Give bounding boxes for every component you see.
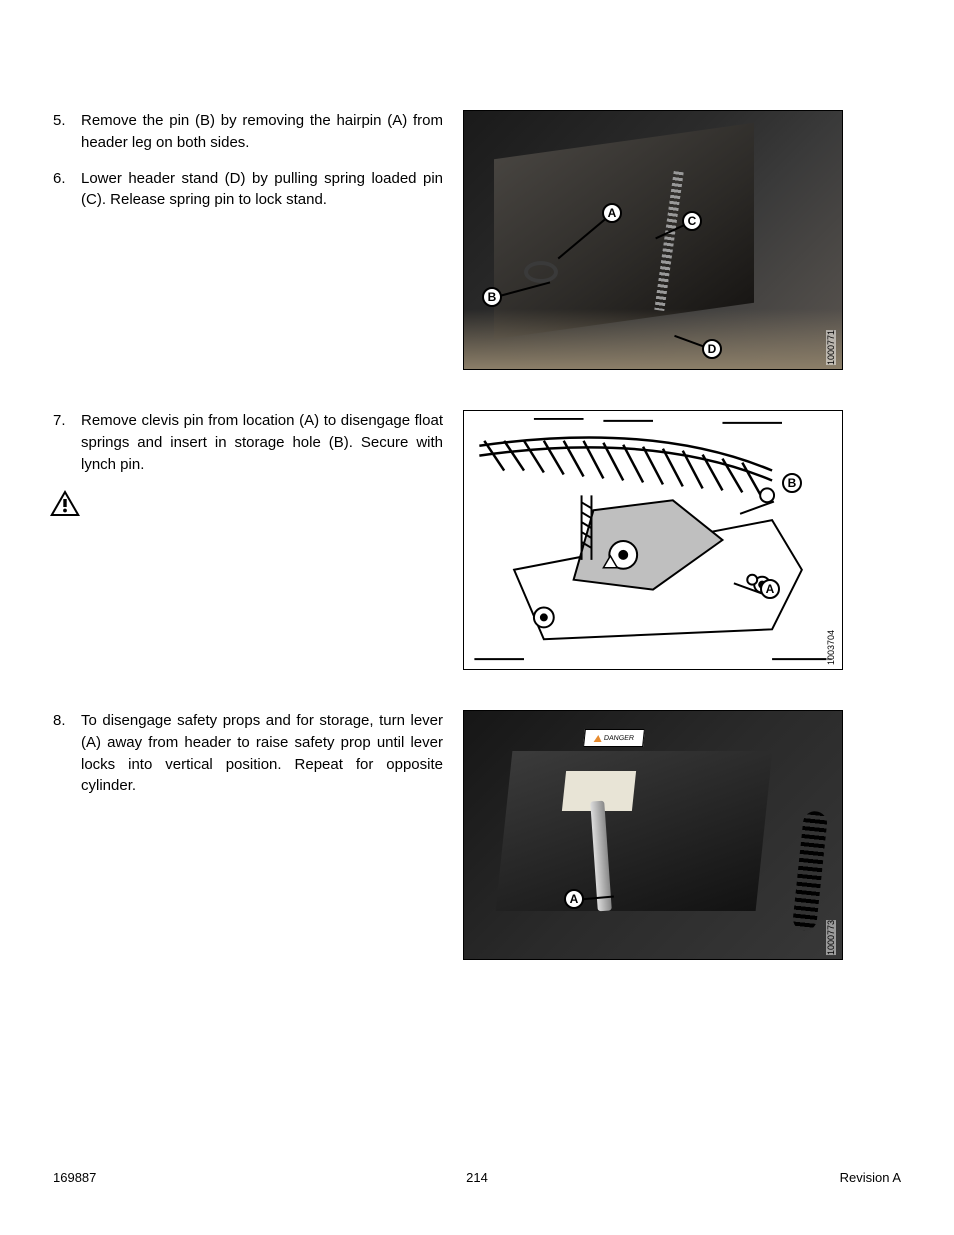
figure-2-lineart <box>464 411 842 669</box>
figure-1: A B C D 1000771 <box>463 110 843 370</box>
callout-a: A <box>564 889 584 909</box>
figure-1-ring <box>524 261 558 283</box>
page: 5. Remove the pin (B) by removing the ha… <box>0 0 954 1235</box>
figure-1-ground <box>464 309 842 369</box>
callout-a: A <box>760 579 780 599</box>
step-7: 7. Remove clevis pin from location (A) t… <box>53 410 443 475</box>
step-text: Remove clevis pin from location (A) to d… <box>81 410 443 475</box>
doc-number: 169887 <box>53 1170 96 1185</box>
revision: Revision A <box>840 1170 901 1185</box>
text-col-3: 8. To disengage safety props and for sto… <box>53 710 463 811</box>
figure-3-danger-label: DANGER <box>583 729 645 747</box>
callout-a: A <box>602 203 622 223</box>
step-text: Lower header stand (D) by pulling spring… <box>81 168 443 212</box>
text-col-2: 7. Remove clevis pin from location (A) t… <box>53 410 463 522</box>
row-2: 7. Remove clevis pin from location (A) t… <box>53 410 901 670</box>
callout-b: B <box>782 473 802 493</box>
row-3: 8. To disengage safety props and for sto… <box>53 710 901 960</box>
step-8: 8. To disengage safety props and for sto… <box>53 710 443 797</box>
page-footer: 169887 214 Revision A <box>53 1170 901 1185</box>
figure-3: DANGER A 1000773 <box>463 710 843 960</box>
callout-b: B <box>482 287 502 307</box>
danger-text: DANGER <box>604 735 635 742</box>
step-number: 7. <box>53 410 81 475</box>
step-5: 5. Remove the pin (B) by removing the ha… <box>53 110 443 154</box>
page-number: 214 <box>466 1170 488 1185</box>
callout-c: C <box>682 211 702 231</box>
step-text: Remove the pin (B) by removing the hairp… <box>81 110 443 154</box>
figure-2: B A 1003704 <box>463 410 843 670</box>
callout-d: D <box>702 339 722 359</box>
figure-1-panel <box>494 123 754 340</box>
figure-3-number: 1000773 <box>826 920 836 955</box>
step-text: To disengage safety props and for storag… <box>81 710 443 797</box>
step-6: 6. Lower header stand (D) by pulling spr… <box>53 168 443 212</box>
step-number: 6. <box>53 168 81 212</box>
figure-1-number: 1000771 <box>826 330 836 365</box>
figure-2-number: 1003704 <box>826 630 836 665</box>
row-1: 5. Remove the pin (B) by removing the ha… <box>53 110 901 370</box>
step-number: 8. <box>53 710 81 797</box>
warning-icon <box>49 489 443 522</box>
text-col-1: 5. Remove the pin (B) by removing the ha… <box>53 110 463 225</box>
step-number: 5. <box>53 110 81 154</box>
